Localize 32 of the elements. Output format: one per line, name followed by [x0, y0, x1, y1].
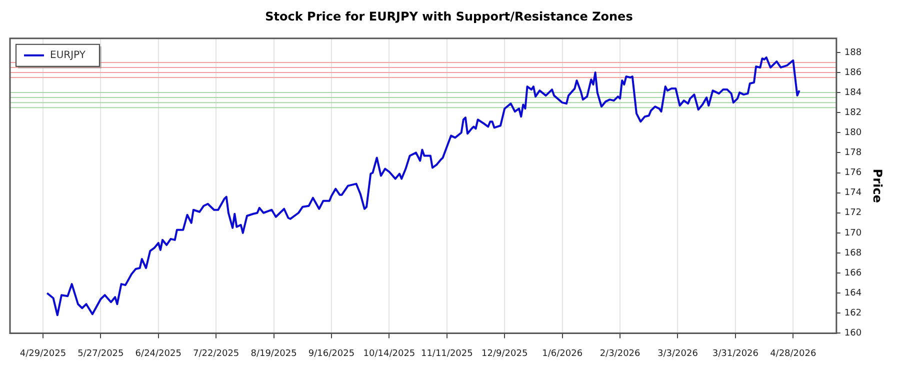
y-tick-label: 178 — [844, 148, 862, 158]
x-tick-label: 3/31/2026 — [712, 348, 759, 359]
x-tick-label: 6/24/2025 — [135, 348, 182, 359]
y-tick-label: 166 — [844, 268, 862, 278]
y-tick-label: 186 — [844, 68, 862, 78]
x-tick-label: 1/6/2026 — [542, 348, 583, 359]
x-tick-label: 8/19/2025 — [250, 348, 297, 359]
y-tick-label: 184 — [844, 88, 862, 98]
y-tick-label: 188 — [844, 48, 862, 58]
x-tick-label: 3/3/2026 — [658, 348, 698, 359]
x-tick-label: 11/11/2025 — [420, 348, 473, 359]
y-tick-label: 182 — [844, 108, 862, 118]
x-tick-label: 4/29/2025 — [20, 348, 66, 359]
y-tick-label: 160 — [844, 328, 862, 339]
y-tick-label: 164 — [844, 288, 862, 298]
y-tick-label: 168 — [844, 248, 862, 258]
x-tick-label: 4/28/2026 — [770, 348, 816, 359]
y-tick-label: 170 — [844, 228, 862, 238]
y-tick-label: 172 — [844, 208, 862, 218]
legend-label: EURJPY — [50, 50, 86, 61]
x-tick-label: 7/22/2025 — [193, 348, 240, 359]
chart-title: Stock Price for EURJPY with Support/Resistance Zones — [265, 9, 633, 24]
x-tick-label: 9/16/2025 — [308, 348, 355, 359]
x-tick-label: 10/14/2025 — [363, 348, 416, 359]
y-tick-label: 174 — [844, 188, 862, 198]
y-tick-label: 180 — [844, 128, 862, 138]
y-tick-label: 162 — [844, 308, 862, 318]
x-tick-label: 5/27/2025 — [78, 348, 124, 359]
y-axis-title: Price — [870, 168, 885, 203]
x-tick-label: 2/3/2026 — [600, 348, 641, 359]
x-tick-label: 12/9/2025 — [482, 348, 528, 359]
y-tick-label: 176 — [844, 168, 862, 178]
